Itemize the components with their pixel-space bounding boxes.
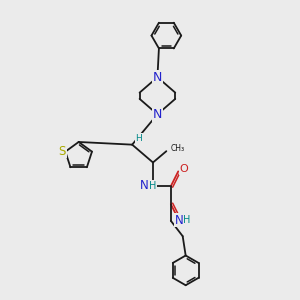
Text: H: H (135, 134, 142, 142)
Text: N: N (153, 71, 162, 84)
Text: O: O (180, 216, 189, 226)
Text: S: S (59, 145, 66, 158)
Text: H: H (149, 181, 156, 191)
Text: H: H (184, 215, 191, 225)
Text: O: O (180, 164, 189, 174)
Text: CH₃: CH₃ (171, 144, 185, 153)
Text: N: N (175, 214, 184, 226)
Text: N: N (153, 108, 162, 121)
Text: N: N (140, 179, 149, 192)
